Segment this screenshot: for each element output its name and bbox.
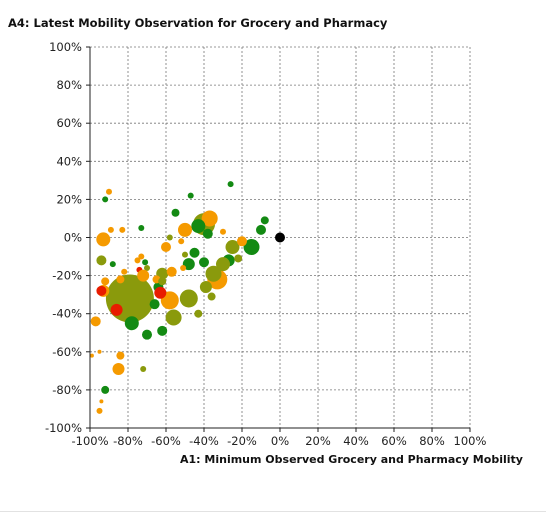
x-tick-label: 80%	[419, 434, 445, 448]
scatter-point	[202, 228, 213, 239]
scatter-point	[97, 349, 102, 354]
x-tick-label: -40%	[189, 434, 219, 448]
scatter-point	[116, 351, 125, 360]
scatter-point	[225, 240, 240, 255]
y-tick-label: 20%	[56, 192, 82, 206]
scatter-point	[138, 224, 145, 231]
scatter-point	[138, 253, 145, 260]
scatter-point	[227, 181, 234, 188]
scatter-point	[182, 251, 188, 258]
scatter-point	[161, 242, 171, 253]
scatter-point	[166, 234, 173, 241]
x-tick-label: -60%	[151, 434, 181, 448]
scatter-point	[158, 277, 167, 286]
scatter-point	[142, 259, 149, 266]
x-axis-label: A1: Minimum Observed Grocery and Pharmac…	[180, 453, 523, 466]
x-tick-label: -100%	[71, 434, 108, 448]
x-tick-label: 100%	[454, 434, 487, 448]
y-tick-label: -40%	[52, 307, 82, 321]
scatter-point	[144, 264, 150, 271]
scatter-point	[102, 196, 109, 203]
scatter-point	[189, 247, 200, 258]
scatter-point	[179, 289, 198, 308]
scatter-point	[96, 285, 107, 296]
scatter-point	[275, 232, 285, 243]
scatter-point	[207, 292, 216, 301]
panel-divider	[0, 511, 546, 512]
y-tick-label: 60%	[56, 116, 82, 130]
scatter-point	[101, 277, 110, 286]
scatter-point	[149, 299, 160, 310]
scatter-point	[216, 257, 230, 272]
tick-labels: 100%80%60%40%20%0%-20%-40%-60%-80%-100%-…	[45, 40, 487, 448]
x-tick-label: 20%	[305, 434, 331, 448]
scatter-point	[154, 286, 167, 299]
scatter-point	[106, 188, 112, 195]
scatter-point	[171, 208, 180, 217]
y-tick-label: 100%	[49, 40, 82, 54]
scatter-point	[124, 316, 139, 331]
scatter-point	[96, 232, 111, 247]
scatter-point	[256, 224, 266, 235]
scatter-point	[194, 309, 203, 318]
data-points	[89, 181, 285, 414]
scatter-point	[109, 261, 116, 268]
scatter-point	[165, 309, 182, 326]
scatter-point	[220, 228, 226, 235]
scatter-point	[180, 264, 187, 271]
scatter-point	[260, 216, 269, 225]
x-tick-label: 60%	[381, 434, 407, 448]
y-tick-label: 40%	[56, 154, 82, 168]
scatter-point	[105, 274, 154, 323]
y-tick-label: 80%	[56, 78, 82, 92]
scatter-point	[166, 266, 177, 277]
scatter-point	[99, 399, 104, 404]
scatter-point	[234, 254, 243, 263]
scatter-point	[178, 222, 192, 237]
scatter-point	[199, 281, 212, 294]
scatter-point	[201, 210, 218, 227]
scatter-point	[110, 303, 123, 316]
axes	[86, 46, 471, 432]
scatter-point	[134, 257, 141, 264]
scatter-point	[116, 275, 125, 284]
scatter-point	[199, 257, 209, 268]
scatter-point	[112, 362, 125, 375]
x-tick-label: 40%	[343, 434, 369, 448]
scatter-point	[191, 219, 206, 234]
y-tick-label: -80%	[52, 383, 82, 397]
y-tick-label: -60%	[52, 345, 82, 359]
scatter-point	[178, 238, 185, 245]
y-tick-label: 0%	[64, 231, 82, 245]
scatter-point	[107, 226, 114, 233]
scatter-point	[121, 268, 128, 275]
scatter-point	[187, 192, 194, 199]
scatter-point	[119, 226, 126, 233]
scatter-point	[96, 255, 107, 266]
scatter-point	[142, 329, 152, 340]
scatter-point	[90, 316, 101, 327]
x-tick-label: -80%	[113, 434, 143, 448]
scatter-point	[237, 236, 247, 247]
y-tick-label: -20%	[52, 269, 82, 283]
x-tick-label: -20%	[227, 434, 257, 448]
scatter-point	[140, 365, 147, 372]
x-tick-label: 0%	[271, 434, 289, 448]
scatter-point	[243, 239, 260, 256]
scatter-point	[157, 325, 168, 336]
y-tick-label: -100%	[45, 421, 82, 435]
chart-title: A4: Latest Mobility Observation for Groc…	[8, 16, 388, 30]
scatter-point	[205, 265, 222, 282]
scatter-point	[89, 353, 94, 358]
scatter-point	[96, 407, 103, 414]
scatter-point	[137, 269, 150, 282]
scatter-point	[101, 385, 110, 394]
